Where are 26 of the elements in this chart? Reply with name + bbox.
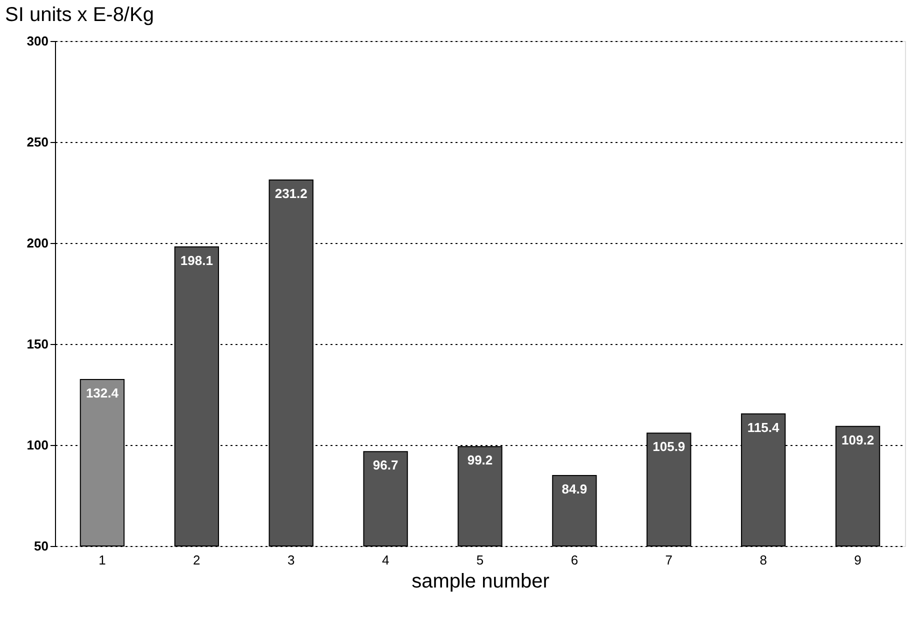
y-tick-label: 100 [26, 438, 48, 452]
x-tick-label: 7 [665, 552, 673, 568]
x-tick-label: 6 [570, 552, 578, 568]
x-axis-title: sample number [412, 570, 550, 592]
y-tick-label: 200 [26, 236, 48, 250]
data-label: 105.9 [652, 439, 686, 454]
data-label: 96.7 [372, 458, 398, 473]
x-tick-label: 1 [98, 552, 106, 568]
y-tick-label: 50 [34, 538, 48, 554]
x-tick-label: 5 [476, 552, 484, 568]
data-label: 109.2 [842, 432, 874, 448]
x-tick-label: 4 [382, 552, 390, 568]
data-label: 132.4 [86, 386, 120, 401]
data-label: 99.2 [467, 452, 493, 468]
data-label: 198.1 [180, 252, 213, 268]
x-tick-label: 3 [287, 552, 295, 568]
y-axis-title: SI units x E-8/Kg [5, 4, 154, 26]
data-label: 231.2 [274, 186, 308, 201]
x-tick-label: 9 [854, 552, 862, 568]
x-tick-label: 8 [760, 552, 767, 568]
y-tick-label: 250 [26, 134, 48, 150]
data-label: 84.9 [562, 482, 588, 496]
x-tick-label: 2 [193, 552, 200, 568]
y-tick-label: 300 [26, 34, 48, 48]
y-tick-label: 150 [26, 336, 48, 352]
data-label: 115.4 [747, 420, 780, 435]
